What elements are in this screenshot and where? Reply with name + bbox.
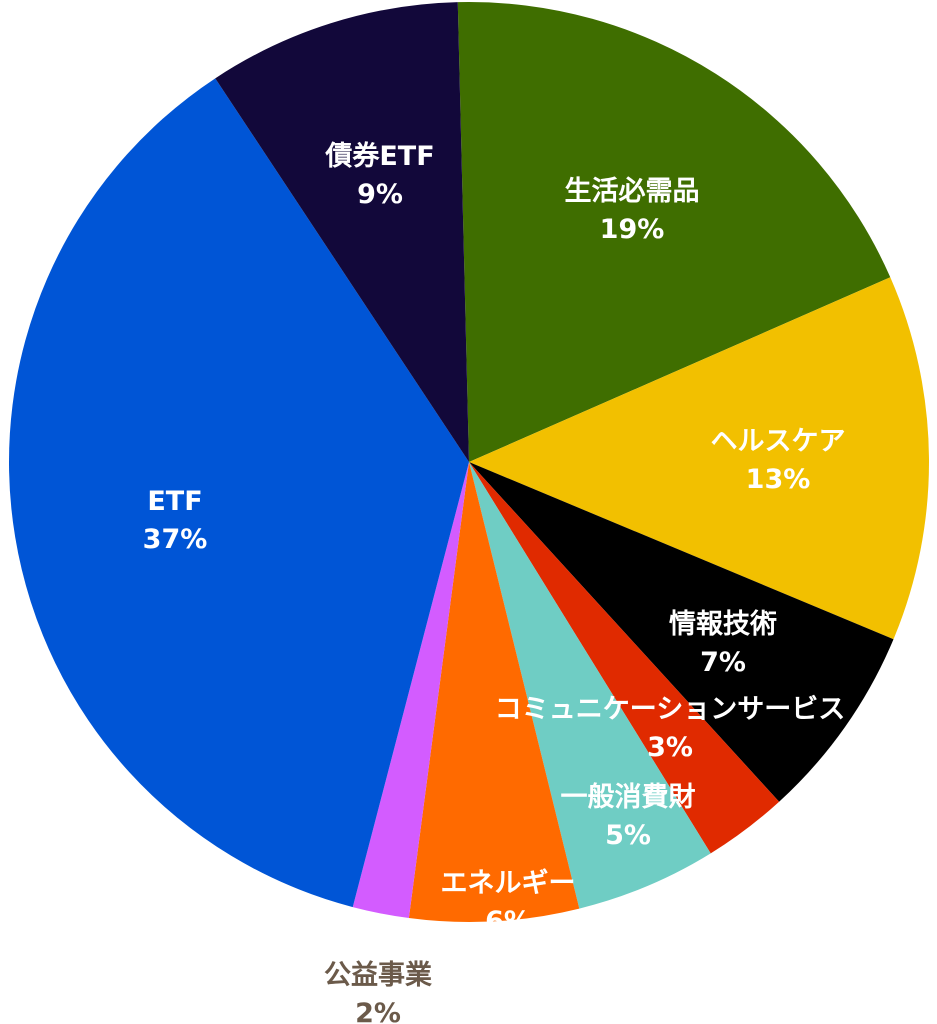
- slice-percent-label: 5%: [605, 820, 651, 851]
- slice-label: ヘルスケア: [711, 426, 846, 457]
- pie-slice: [408, 462, 580, 922]
- slice-label: エネルギー: [441, 868, 576, 899]
- slice-percent-label: 13%: [746, 464, 811, 495]
- slice-label: 一般消費財: [561, 781, 696, 813]
- slice-percent-label: 2%: [355, 998, 401, 1024]
- pie-slice: [9, 78, 469, 908]
- slice-percent-label: 9%: [357, 179, 403, 210]
- slice-percent-label: 6%: [485, 906, 531, 937]
- slice-label: 債券ETF: [324, 140, 434, 172]
- slice-percent-label: 19%: [600, 214, 665, 245]
- slice-label: 情報技術: [669, 609, 777, 640]
- pie-slice: [469, 462, 894, 802]
- slice-percent-label: 37%: [143, 524, 208, 555]
- slice-label: コミュニケーションサービス: [495, 694, 845, 725]
- pie-slice: [215, 2, 469, 462]
- pie-slice: [457, 2, 891, 463]
- pie-slice: [469, 462, 780, 854]
- slice-label: 生活必需品: [565, 176, 700, 207]
- slice-label: 公益事業: [324, 960, 432, 991]
- pie-slice: [469, 462, 711, 909]
- slice-percent-label: 3%: [647, 732, 693, 763]
- slice-label: ETF: [147, 486, 202, 517]
- pie-slice: [352, 462, 469, 919]
- slice-percent-label: 7%: [700, 647, 746, 678]
- pie-slice: [469, 277, 929, 640]
